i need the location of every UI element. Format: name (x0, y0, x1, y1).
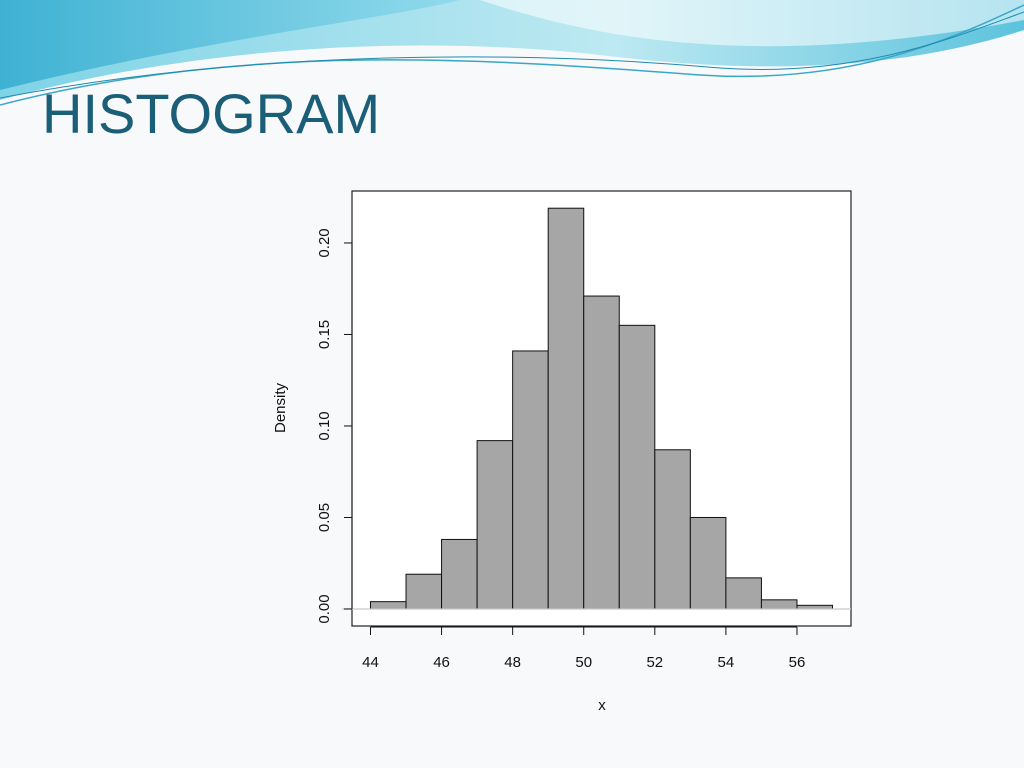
x-tick-label: 48 (504, 654, 521, 671)
slide-title: HISTOGRAM (42, 82, 380, 145)
bar (405, 573, 443, 610)
y-tick-label: 0.05 (316, 503, 333, 532)
bar (689, 516, 727, 610)
y-tick-label: 0.10 (316, 411, 333, 440)
bar (369, 601, 407, 610)
y-axis-title: Density (272, 382, 289, 433)
wave-decoration (0, 0, 460, 90)
x-tick-label: 56 (789, 654, 806, 671)
bar (547, 207, 585, 610)
x-axis-title: x (598, 697, 606, 714)
plot-area: 44 46 48 50 52 54 56 0.00 0.05 0.10 0.15 0.20 (316, 207, 851, 671)
x-tick-label: 46 (433, 654, 450, 671)
x-tick-label: 44 (362, 654, 379, 671)
bar (725, 577, 762, 610)
bar (654, 449, 691, 610)
bar (583, 295, 620, 610)
bar (760, 599, 798, 610)
wave-line (0, 11, 1024, 99)
x-tick-label: 50 (575, 654, 592, 671)
y-tick-label: 0.15 (316, 320, 333, 349)
bar (512, 350, 549, 610)
wave-decoration (480, 0, 1024, 47)
x-tick-label: 54 (718, 654, 735, 671)
bar (441, 538, 478, 610)
bar (618, 324, 656, 610)
y-tick-label: 0.00 (316, 594, 333, 623)
y-tick-label: 0.20 (316, 228, 333, 257)
bar (476, 440, 514, 610)
x-tick-label: 52 (646, 654, 663, 671)
